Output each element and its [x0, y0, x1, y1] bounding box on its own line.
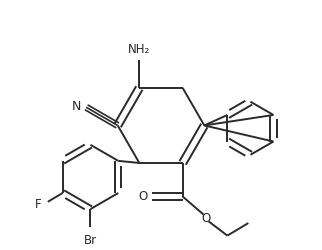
Text: O: O	[139, 189, 148, 202]
Text: O: O	[202, 211, 211, 224]
Text: F: F	[35, 197, 42, 210]
Text: N: N	[72, 99, 81, 112]
Text: NH₂: NH₂	[128, 43, 150, 56]
Text: Br: Br	[84, 233, 97, 246]
